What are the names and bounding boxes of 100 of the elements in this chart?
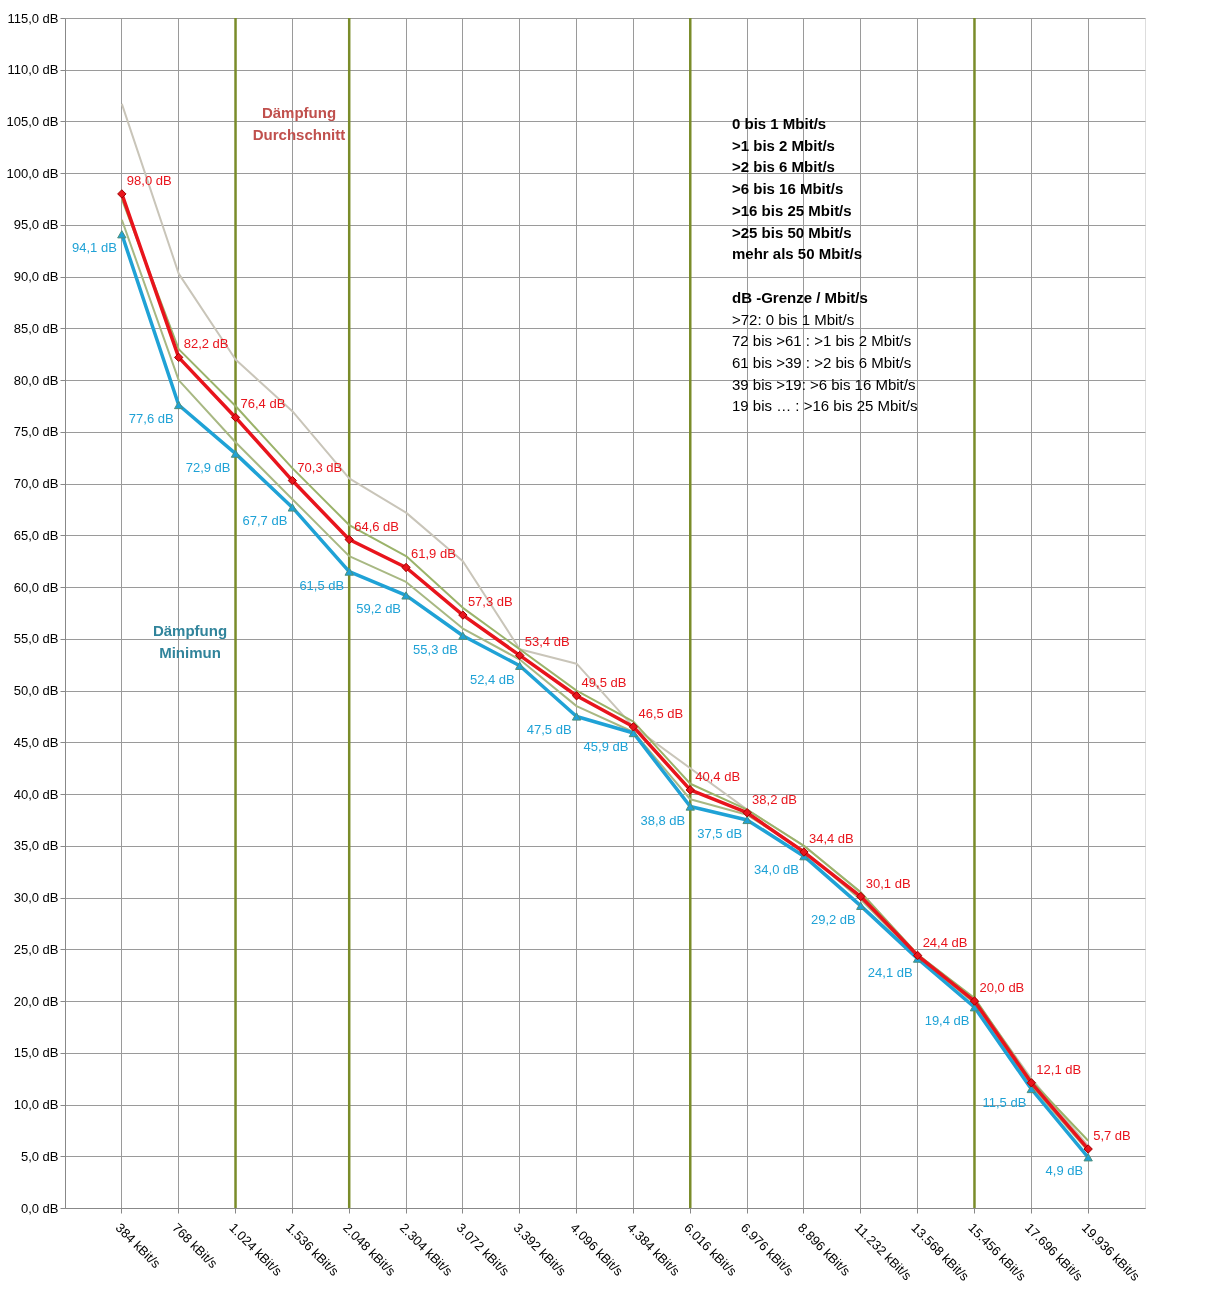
annotation: >16 bis 25 Mbit/s [732,201,852,219]
data-label: 11,5 dB [982,1095,1027,1110]
point [1083,1153,1093,1162]
data-label: 34,0 dB [754,862,799,878]
y-tick-label: 50,0 dB [13,683,59,699]
point [458,631,468,640]
data-label: 49,5 dB [581,674,627,690]
data-label: 70,3 dB [297,459,343,475]
y-tick-label: 80,0 dB [13,372,59,388]
data-label: 61,5 dB [299,577,345,593]
annotation: >72: 0 bis 1 Mbit/s [732,310,855,328]
point [742,815,752,825]
point [515,661,525,670]
annotation: 39 bis >19: >6 bis 16 Mbit/s [732,375,916,393]
annotation: >1 bis 2 Mbit/s [732,136,835,154]
annotation: mehr als 50 Mbit/s [732,245,863,263]
data-label: 40,4 dB [695,768,741,784]
data-label: 20,0 dB [979,980,1025,996]
data-label: 53,4 dB [524,634,570,650]
data-label: 38,8 dB [640,812,686,828]
point [230,412,241,423]
y-tick-label: 95,0 dB [13,217,59,233]
y-tick-label: 85,0 dB [13,320,59,336]
data-label: 72,9 dB [185,459,231,475]
data-label: 47,5 dB [526,722,572,738]
y-tick-label: 45,0 dB [13,734,59,750]
point [685,785,695,795]
data-label: 45,9 dB [583,739,629,755]
annotation: >6 bis 16 Mbit/s [732,180,844,198]
point [685,802,695,811]
point [174,352,184,363]
point [230,449,241,458]
data-label: 67,7 dB [242,513,288,529]
point [742,808,752,818]
point [571,691,582,701]
data-label: 59,2 dB [356,601,402,617]
data-label: 57,3 dB [467,594,513,610]
data-label: 5,7 dB [1093,1128,1131,1144]
data-label: 4,9 dB [1045,1163,1084,1179]
y-tick-label: 70,0 dB [13,476,59,492]
point [287,475,298,486]
y-tick-label: 5,0 dB [20,1148,59,1164]
y-tick-label: 35,0 dB [13,838,59,854]
y-tick-label: 115,0 dB [7,10,59,26]
y-tick-label: 25,0 dB [13,941,59,957]
point [344,567,354,576]
point [344,534,354,545]
point [912,950,923,961]
point [856,891,866,902]
y-tick-label: 60,0 dB [13,579,59,595]
y-tick-label: 105,0 dB [6,113,59,129]
point [628,722,639,732]
annotation: 0 bis 1 Mbit/s [732,115,827,132]
y-tick-label: 20,0 dB [13,993,59,1009]
point [856,901,866,910]
data-label: 19,4 dB [924,1013,970,1029]
data-label: 24,4 dB [922,934,968,950]
point [1026,1078,1036,1088]
data-label: 29,2 dB [810,911,856,927]
annotation: 72 bis >61 : >1 bis 2 Mbit/s [732,332,912,350]
point [799,847,809,857]
data-label: 98,0 dB [126,172,172,188]
y-tick-label: 40,0 dB [13,786,59,802]
data-label: 34,4 dB [808,831,854,847]
data-label: 37,5 dB [697,825,743,841]
annotation: >25 bis 50 Mbit/s [732,223,852,241]
y-tick-label: 75,0 dB [13,424,59,440]
data-label: 94,1 dB [72,240,117,256]
data-label: 61,9 dB [411,546,456,562]
data-label: 30,1 dB [865,875,911,891]
data-label: 64,6 dB [354,518,400,534]
y-tick-label: 100,0 dB [6,165,59,181]
y-tick-label: 0,0 dB [20,1200,59,1216]
y-tick-label: 90,0 dB [13,269,59,285]
point [969,996,980,1006]
data-label: 38,2 dB [752,791,797,807]
y-tick-label: 110,0 dB [7,62,59,78]
y-tick-label: 65,0 dB [13,527,59,543]
y-tick-label: 30,0 dB [13,890,59,906]
data-label: 46,5 dB [638,705,684,721]
annotation: 61 bis >39 : >2 bis 6 Mbit/s [732,354,912,371]
y-tick-label: 10,0 dB [13,1097,59,1113]
data-label: 82,2 dB [183,336,229,352]
data-label: 12,1 dB [1036,1061,1082,1077]
data-label: 76,4 dB [240,396,286,412]
annotation: >2 bis 6 Mbit/s [732,158,835,176]
y-tick-label: 15,0 dB [13,1045,59,1061]
point [401,591,411,600]
point [287,503,298,512]
point [117,189,127,199]
data-label: 24,1 dB [867,964,913,980]
data-label: 77,6 dB [128,411,174,427]
annotation: 19 bis … : >16 bis 25 Mbit/s [732,397,918,415]
annotation: dB -Grenze / Mbit/s [732,288,868,306]
data-label: 55,3 dB [413,641,458,657]
y-tick-label: 55,0 dB [13,631,59,647]
point [401,562,411,573]
point [174,400,184,410]
point [1083,1144,1093,1154]
annotation: Dämpfung Minimun [152,622,228,661]
